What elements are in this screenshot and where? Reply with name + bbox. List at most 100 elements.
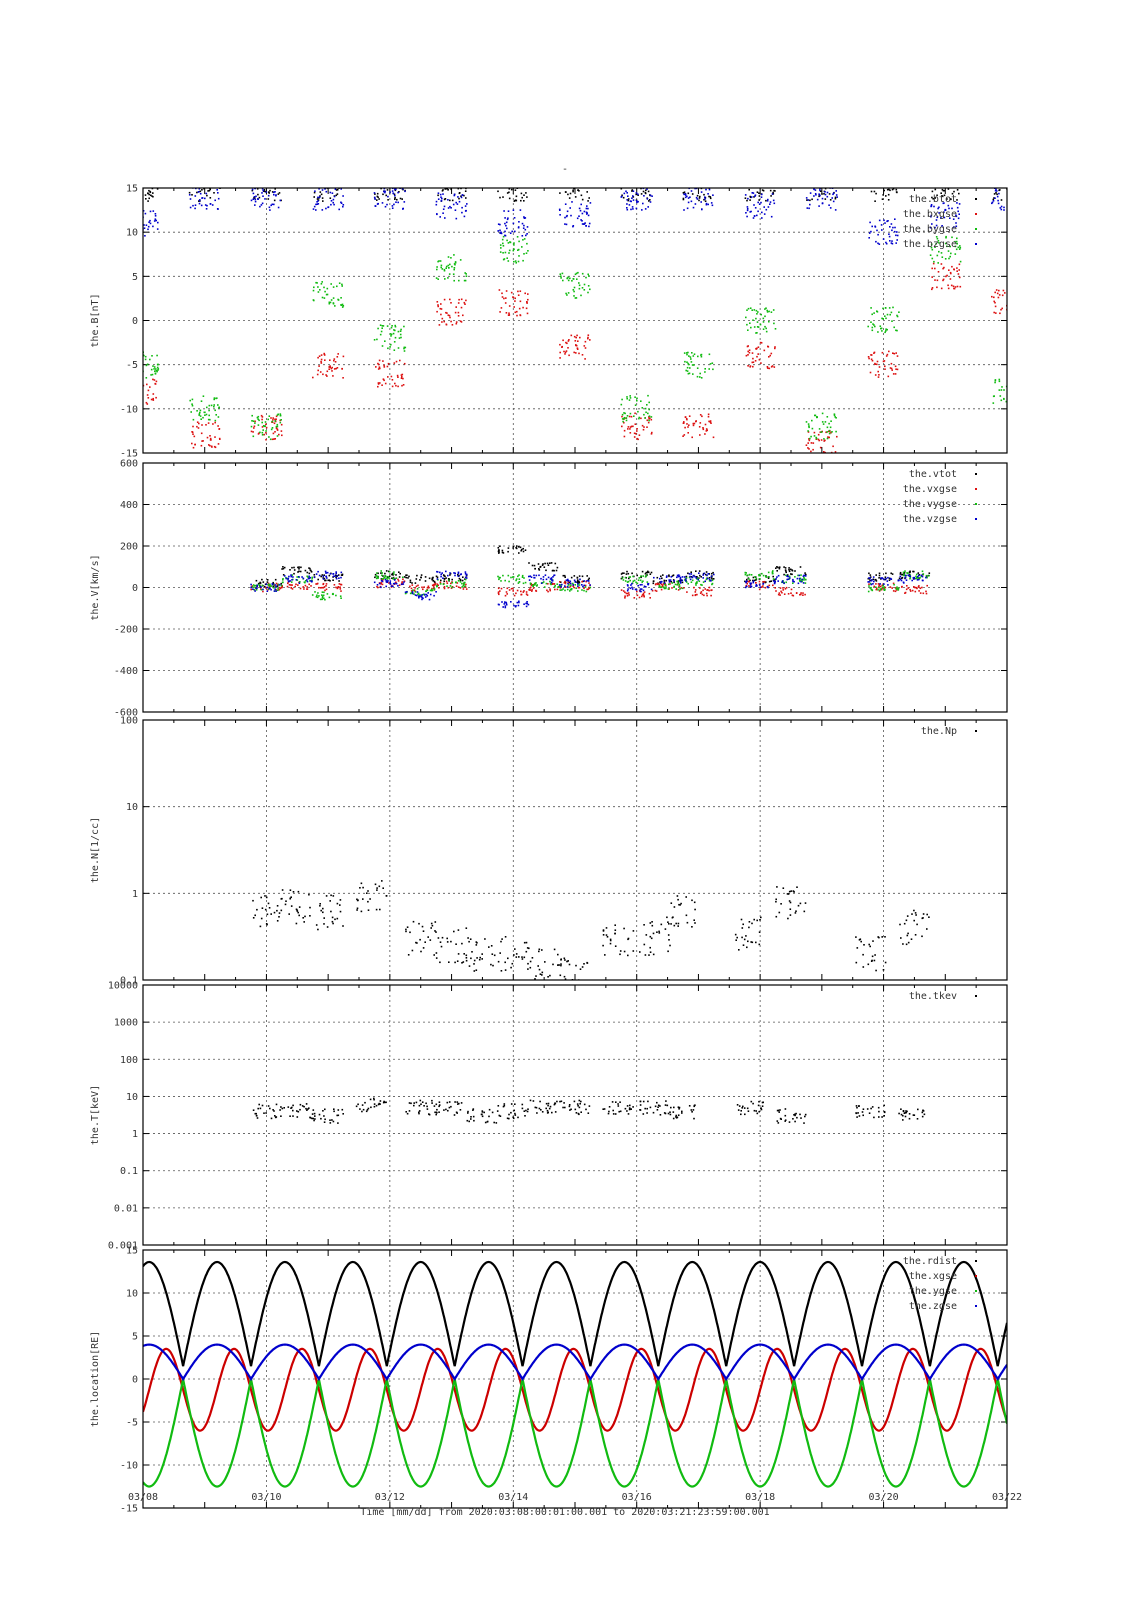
- data-point: [443, 198, 446, 201]
- data-point: [146, 383, 148, 386]
- data-point: [331, 370, 333, 372]
- figure-title: -: [562, 164, 568, 175]
- data-point: [313, 574, 316, 576]
- data-point: [824, 188, 827, 190]
- data-point: [319, 176, 321, 178]
- data-point: [559, 343, 561, 346]
- data-point: [816, 416, 818, 418]
- data-point: [687, 197, 690, 199]
- data-point: [667, 588, 670, 590]
- data-point: [996, 292, 999, 295]
- data-point: [649, 935, 652, 938]
- data-point: [626, 208, 629, 211]
- data-point: [1008, 393, 1010, 395]
- data-point: [457, 315, 460, 317]
- data-point: [632, 199, 635, 201]
- data-point: [254, 204, 256, 206]
- data-point: [758, 588, 761, 591]
- legend-marker: [975, 730, 977, 732]
- data-point: [563, 350, 565, 353]
- data-point: [505, 290, 508, 292]
- data-point: [507, 175, 509, 177]
- y-tick-label: -400: [114, 666, 138, 677]
- data-point: [632, 950, 635, 952]
- data-point: [698, 182, 700, 184]
- data-point: [667, 950, 669, 953]
- data-point: [759, 323, 762, 326]
- data-point: [785, 581, 787, 584]
- data-point: [835, 417, 837, 419]
- data-point: [655, 583, 657, 585]
- data-point: [624, 184, 626, 186]
- data-point: [313, 205, 316, 208]
- data-point: [956, 206, 959, 209]
- data-point: [525, 605, 528, 608]
- data-point: [415, 585, 418, 588]
- data-point: [460, 196, 463, 199]
- data-point: [884, 365, 886, 368]
- data-point: [755, 309, 758, 312]
- data-point: [673, 586, 675, 588]
- data-point: [696, 181, 698, 183]
- data-point: [686, 353, 688, 356]
- data-point: [635, 589, 638, 591]
- data-point: [792, 890, 795, 892]
- data-point: [759, 919, 761, 921]
- data-point: [330, 910, 332, 913]
- data-point: [630, 200, 632, 203]
- data-point: [274, 188, 276, 190]
- data-point: [473, 1119, 475, 1122]
- legend-marker: [975, 503, 977, 505]
- data-point: [518, 240, 520, 243]
- data-point: [772, 578, 775, 580]
- data-point: [941, 256, 944, 258]
- data-point: [704, 198, 706, 200]
- data-point: [572, 190, 574, 193]
- data-point: [280, 1115, 282, 1117]
- data-point: [921, 586, 923, 589]
- data-point: [132, 177, 134, 179]
- data-point: [679, 576, 682, 579]
- data-point: [276, 429, 279, 431]
- data-point: [376, 572, 378, 574]
- data-point: [379, 324, 382, 326]
- data-point: [435, 957, 438, 959]
- data-point: [318, 196, 321, 198]
- data-point: [669, 579, 672, 581]
- data-point: [534, 978, 536, 980]
- data-point: [566, 588, 569, 591]
- data-point: [281, 586, 283, 588]
- data-point: [393, 579, 396, 581]
- data-point: [207, 422, 210, 424]
- data-point: [689, 578, 692, 581]
- data-point: [869, 577, 871, 579]
- data-point: [686, 179, 688, 181]
- data-point: [609, 942, 612, 945]
- data-point: [150, 194, 152, 197]
- data-point: [267, 418, 269, 421]
- data-point: [817, 438, 820, 441]
- data-point: [589, 586, 592, 589]
- data-point: [880, 327, 883, 330]
- data-point: [805, 578, 807, 581]
- data-point: [333, 1108, 335, 1110]
- data-point: [640, 188, 642, 190]
- data-point: [809, 437, 811, 440]
- data-point: [750, 196, 753, 198]
- data-point: [278, 912, 281, 914]
- data-point: [472, 1115, 475, 1118]
- data-point: [191, 398, 194, 401]
- data-point: [804, 582, 807, 584]
- data-point: [798, 574, 801, 577]
- data-point: [259, 431, 261, 434]
- data-point: [209, 182, 211, 184]
- data-point: [144, 355, 147, 358]
- data-point: [140, 392, 142, 394]
- data-point: [631, 582, 633, 585]
- data-point: [877, 376, 880, 378]
- data-point: [443, 268, 446, 271]
- data-point: [400, 377, 403, 379]
- data-point: [325, 190, 328, 193]
- data-point: [381, 580, 384, 583]
